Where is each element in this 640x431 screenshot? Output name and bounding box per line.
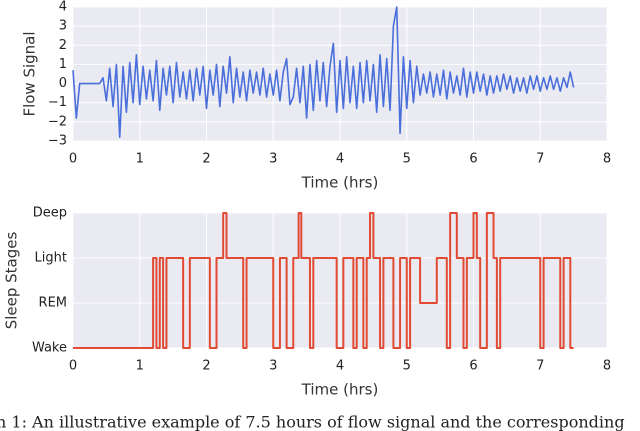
y-tick-label: 0 [59, 76, 67, 91]
y-tick-label: 3 [59, 19, 67, 34]
y-tick-label: Light [35, 251, 67, 266]
x-tick-label: 7 [536, 359, 544, 374]
x-tick-label: 5 [403, 359, 411, 374]
x-tick-label: 4 [336, 359, 344, 374]
x-tick-label: 8 [603, 359, 611, 374]
y-tick-label: Wake [32, 341, 67, 356]
y-tick-label: −1 [48, 95, 67, 110]
x-tick-label: 8 [603, 152, 611, 167]
x-tick-label: 4 [336, 152, 344, 167]
x-tick-label: 3 [269, 152, 277, 167]
x-tick-label: 0 [69, 152, 77, 167]
x-tick-label: 0 [69, 359, 77, 374]
caption: n 1: An illustrative example of 7.5 hour… [0, 413, 625, 431]
y-tick-label: 2 [59, 38, 67, 53]
x-tick-label: 6 [469, 152, 477, 167]
y-axis-label: Flow Signal [21, 31, 39, 116]
y-tick-label: −2 [48, 114, 67, 129]
y-tick-label: REM [39, 296, 67, 311]
y-tick-label: 1 [59, 57, 67, 72]
x-axis-label: Time (hrs) [301, 174, 379, 192]
data-line [72, 6, 575, 138]
x-tick-label: 3 [269, 359, 277, 374]
y-tick-label: 4 [59, 0, 67, 15]
x-tick-label: 7 [536, 152, 544, 167]
x-tick-label: 1 [136, 359, 144, 374]
x-axis-label: Time (hrs) [301, 381, 379, 399]
x-tick-label: 2 [202, 359, 210, 374]
y-axis-label: Sleep Stages [3, 232, 21, 330]
data-line [73, 212, 574, 349]
y-tick-label: −3 [48, 134, 67, 149]
x-tick-label: 6 [469, 359, 477, 374]
y-tick-label: Deep [33, 206, 67, 221]
x-tick-label: 2 [202, 152, 210, 167]
x-tick-label: 1 [136, 152, 144, 167]
x-tick-label: 5 [403, 152, 411, 167]
